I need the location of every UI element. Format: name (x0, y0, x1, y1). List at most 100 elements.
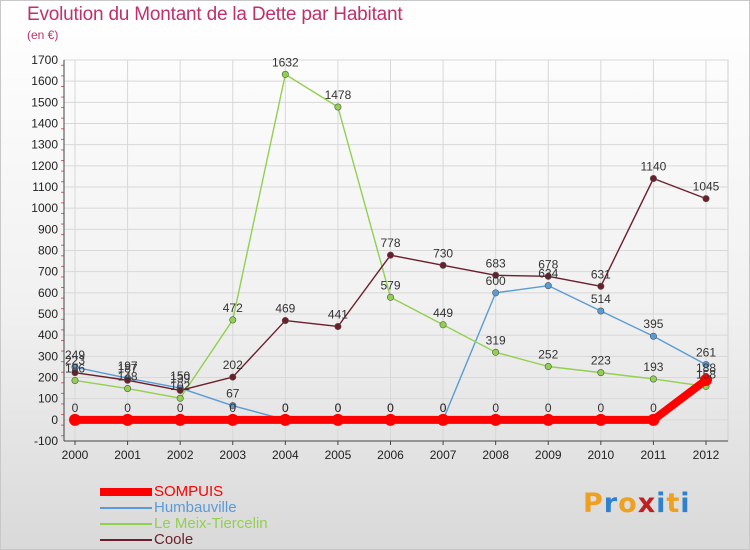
legend-swatch (100, 523, 152, 525)
data-label: 1632 (272, 55, 299, 69)
data-point (331, 413, 344, 426)
data-label: 730 (433, 246, 453, 260)
data-point (597, 369, 605, 377)
data-point (69, 413, 81, 426)
series-lines (69, 70, 712, 426)
data-label: 158 (696, 367, 716, 381)
data-label: 0 (282, 401, 289, 415)
legend-swatch (100, 488, 152, 496)
data-label: 188 (696, 361, 716, 375)
legend-label: Humbauville (154, 499, 237, 516)
legend-item: Le Meix-Tiercelin (100, 516, 268, 532)
data-point (281, 70, 289, 78)
y-tick-label: 1500 (31, 95, 58, 109)
x-axis: 2000 2001 2002 2003 2004 2005 2006 2007 2008 2009… (62, 440, 728, 462)
data-label: 0 (492, 401, 499, 415)
x-tick-label: 2003 (219, 448, 246, 462)
data-label: 778 (380, 236, 400, 250)
data-label: 150 (170, 369, 190, 383)
data-label: 0 (282, 401, 289, 415)
logo-letter: P (583, 488, 604, 519)
data-label: 0 (335, 401, 342, 415)
data-label: 67 (226, 387, 240, 401)
data-point (649, 175, 657, 183)
x-tick-label: 2002 (167, 448, 194, 462)
proxiti-logo: Proxiti (583, 488, 691, 519)
data-point (700, 374, 712, 387)
data-label: 1045 (693, 180, 720, 194)
data-label: 0 (229, 401, 236, 415)
data-point (439, 321, 447, 329)
data-label: 514 (591, 292, 611, 306)
logo-letter: r (603, 488, 619, 519)
x-tick-label: 2005 (325, 448, 352, 462)
data-label: 1140 (641, 160, 667, 174)
data-point (279, 413, 292, 426)
legend-swatch (100, 507, 152, 509)
x-tick-label: 2006 (377, 448, 404, 462)
unit-label: (en €) (27, 28, 59, 42)
data-label: 261 (696, 346, 716, 360)
data-label: 0 (650, 401, 657, 415)
x-tick-label: 2007 (430, 448, 457, 462)
data-label: 441 (328, 307, 348, 321)
data-point (437, 413, 450, 426)
data-point (226, 413, 239, 426)
data-label: 0 (440, 401, 447, 415)
data-point (281, 317, 289, 325)
grid (63, 59, 729, 442)
data-label: 0 (177, 401, 184, 415)
data-label: 0 (335, 401, 342, 415)
y-tick-label: 300 (38, 349, 58, 363)
data-point (544, 282, 552, 290)
x-tick-label: 2011 (641, 448, 667, 462)
data-point (384, 413, 397, 426)
data-point (492, 289, 500, 297)
data-point (649, 375, 657, 383)
data-point (702, 361, 710, 369)
data-label: 102 (170, 379, 190, 393)
data-label: 0 (387, 401, 394, 415)
data-point (124, 376, 132, 384)
data-label: 634 (538, 267, 558, 281)
data-label: 395 (643, 317, 663, 331)
data-label: 0 (124, 401, 131, 415)
data-point (174, 413, 187, 426)
data-point (176, 386, 184, 394)
data-label: 0 (440, 401, 447, 415)
data-point (597, 282, 605, 290)
data-point (176, 394, 184, 402)
logo-letter: i (680, 488, 691, 519)
x-tick-label: 2010 (587, 448, 614, 462)
y-tick-label: 1600 (31, 74, 58, 88)
legend-label: Coole (154, 531, 194, 548)
legend-item: Coole (100, 532, 268, 548)
data-label: 0 (545, 401, 552, 415)
data-label: 223 (591, 354, 611, 368)
logo-letter: x (637, 488, 657, 519)
y-tick-label: 1200 (31, 159, 58, 173)
logo-letter: t (666, 488, 681, 519)
y-tick-label: 500 (38, 307, 58, 321)
data-point (597, 307, 605, 315)
data-point (594, 413, 607, 426)
y-tick-label: 1100 (32, 180, 58, 194)
y-tick-label: 1300 (31, 138, 58, 152)
data-point (386, 293, 394, 301)
x-tick-label: 2012 (693, 448, 720, 462)
y-tick-label: 1000 (31, 201, 58, 215)
data-label: 186 (65, 361, 85, 375)
data-point (489, 413, 502, 426)
data-label: 252 (538, 347, 558, 361)
data-label: 631 (591, 267, 611, 281)
y-tick-label: 800 (38, 244, 58, 258)
data-point (439, 261, 447, 269)
y-tick-label: 700 (38, 265, 58, 279)
data-point (71, 369, 79, 377)
data-point (334, 103, 342, 111)
y-axis: -100 0 100 200 300 400 500 600 700 800 900 1000 1100… (31, 53, 65, 448)
data-point (492, 271, 500, 279)
data-label: 148 (118, 370, 138, 384)
y-tick-label: 0 (51, 413, 58, 427)
